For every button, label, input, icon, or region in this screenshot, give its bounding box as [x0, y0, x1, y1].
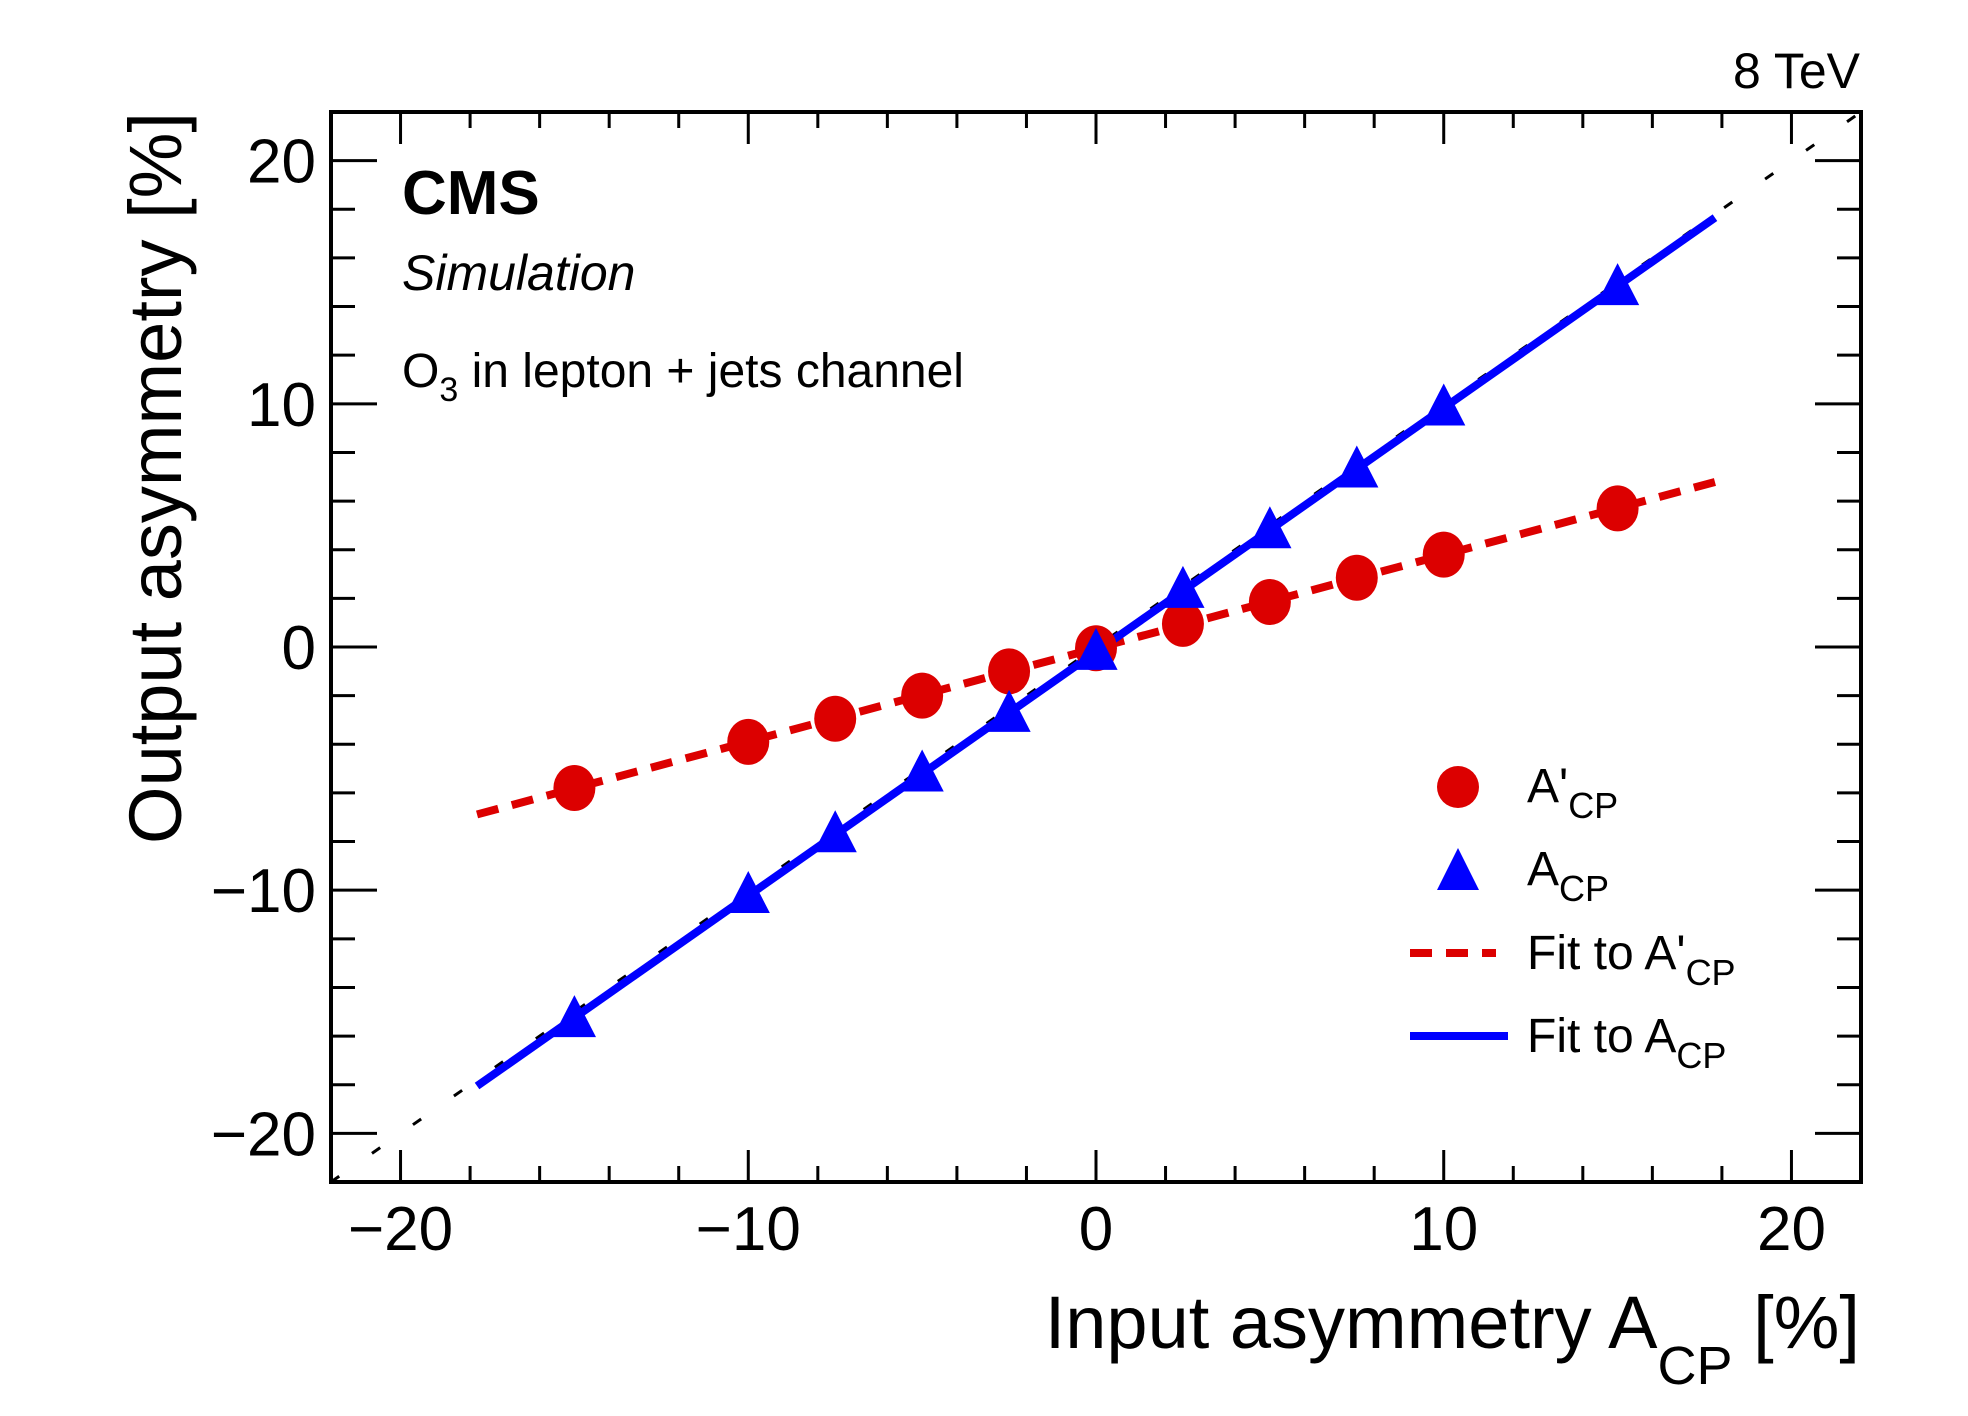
data-point-aprime-cp	[553, 765, 596, 812]
annotation-sub: 3	[439, 371, 458, 409]
x-axis-title-rest: [%]	[1733, 1281, 1860, 1364]
data-point-aprime-cp	[1422, 531, 1465, 578]
legend-label-sub: CP	[1686, 952, 1736, 993]
experiment-label: CMS	[402, 159, 540, 228]
legend-label-main: A'	[1527, 760, 1568, 813]
x-axis-title: Input asymmetry ACP [%]	[1045, 1281, 1860, 1396]
data-point-aprime-cp	[1248, 579, 1291, 626]
legend-label-fit-a-cp: Fit to ACP	[1527, 1010, 1726, 1076]
legend-label-sub: CP	[1568, 785, 1618, 826]
annotation-rest: in lepton + jets channel	[458, 345, 964, 398]
legend-label-sub: CP	[1559, 868, 1609, 909]
status-label: Simulation	[402, 245, 635, 301]
data-points	[552, 263, 1640, 1038]
legend-marker-aprime-cp	[1437, 766, 1479, 808]
data-point-a-cp	[1595, 263, 1640, 306]
y-tick-label: 10	[247, 371, 316, 440]
annotation-main: O	[402, 345, 439, 398]
legend-label-a-cp: ACP	[1527, 843, 1609, 909]
data-point-aprime-cp	[1161, 600, 1204, 647]
data-point-a-cp	[1335, 445, 1379, 488]
data-point-a-cp	[813, 810, 857, 853]
x-tick-label: 0	[1079, 1195, 1113, 1264]
y-tick-label: −20	[211, 1100, 316, 1169]
data-point-a-cp	[1161, 565, 1205, 608]
legend-label-main: Fit to A'	[1527, 927, 1686, 980]
data-point-a-cp	[1074, 627, 1118, 670]
legend-label-aprime-cp: A'CP	[1527, 760, 1618, 826]
legend: A'CP ACP Fit to A'CP Fit to ACP	[1410, 760, 1736, 1076]
data-point-a-cp	[1422, 383, 1466, 426]
legend-label-fit-aprime-cp: Fit to A'CP	[1527, 927, 1736, 993]
data-point-a-cp	[726, 871, 770, 914]
data-point-a-cp	[1248, 506, 1292, 549]
data-point-aprime-cp	[901, 672, 944, 719]
data-point-aprime-cp	[814, 695, 857, 742]
legend-label-main: Fit to A	[1527, 1010, 1676, 1063]
x-tick-labels: −20 −10 0 10 20	[348, 1195, 1826, 1264]
y-axis-title: Output asymmetry [%]	[114, 112, 197, 844]
x-tick-label: −10	[696, 1195, 801, 1264]
x-tick-label: 10	[1409, 1195, 1478, 1264]
y-tick-labels: −20 −10 0 10 20	[211, 128, 316, 1170]
energy-label: 8 TeV	[1733, 43, 1861, 99]
annotation: O3 in lepton + jets channel	[402, 345, 964, 409]
data-point-aprime-cp	[1335, 554, 1378, 601]
data-point-a-cp	[900, 749, 944, 792]
data-point-a-cp	[987, 689, 1031, 732]
x-axis-title-sub: CP	[1658, 1336, 1733, 1396]
data-point-aprime-cp	[727, 718, 770, 765]
x-tick-label: 20	[1757, 1195, 1826, 1264]
y-tick-label: 20	[247, 128, 316, 197]
y-tick-label: −10	[211, 857, 316, 926]
data-point-aprime-cp	[1596, 485, 1639, 532]
legend-marker-a-cp	[1437, 848, 1479, 890]
y-tick-label: 0	[282, 614, 316, 683]
data-point-aprime-cp	[988, 648, 1031, 695]
data-point-a-cp	[552, 995, 597, 1038]
axis-ticks	[329, 110, 1863, 1184]
legend-label-main: A	[1527, 843, 1559, 896]
plot-frame	[329, 110, 1863, 1184]
legend-label-sub: CP	[1676, 1035, 1726, 1076]
x-tick-label: −20	[348, 1195, 453, 1264]
x-axis-title-main: Input asymmetry A	[1045, 1281, 1658, 1364]
